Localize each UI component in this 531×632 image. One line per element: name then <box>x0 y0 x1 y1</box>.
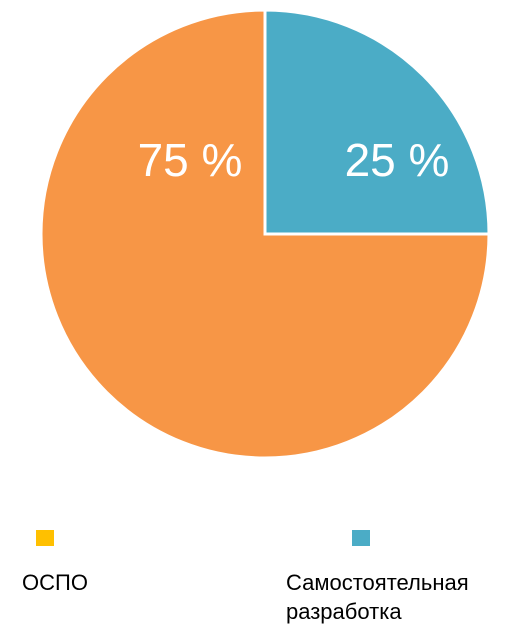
label-ospo: 75 % <box>138 134 243 186</box>
pie-labels: 25 % 75 % <box>138 134 450 186</box>
legend-swatch-ospo <box>36 530 54 546</box>
legend-label-self-development: Самостоятельная разработка <box>286 570 469 624</box>
pie-slices <box>39 8 491 460</box>
slice-self-development <box>263 8 491 236</box>
legend-label-ospo: ОСПО <box>22 570 88 595</box>
label-self-development: 25 % <box>345 134 450 186</box>
chart-legend: ОСПО Самостоятельная разработка <box>0 530 531 632</box>
slice-ospo <box>39 8 491 460</box>
legend-swatch-self-development <box>352 530 370 546</box>
pie-chart: 25 % 75 % <box>39 8 491 460</box>
